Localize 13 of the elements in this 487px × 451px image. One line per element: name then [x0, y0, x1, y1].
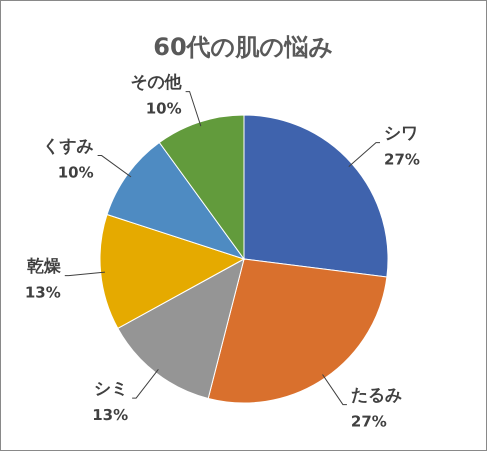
data-label: 10% [58, 164, 94, 182]
data-label: 13% [24, 284, 61, 302]
data-label: 27% [350, 412, 387, 431]
slice-label: シワ [384, 124, 418, 144]
data-label: 10% [146, 100, 182, 118]
slice-label: たるみ [350, 386, 402, 406]
slice-label: シミ [94, 379, 128, 400]
chart-title: 60代の肌の悩み [153, 33, 334, 61]
data-label: 13% [92, 406, 128, 424]
data-label: 27% [384, 150, 420, 169]
slice-label: その他 [130, 72, 183, 93]
slice-label: 乾燥 [26, 256, 61, 277]
slice-label: くすみ [42, 136, 94, 157]
